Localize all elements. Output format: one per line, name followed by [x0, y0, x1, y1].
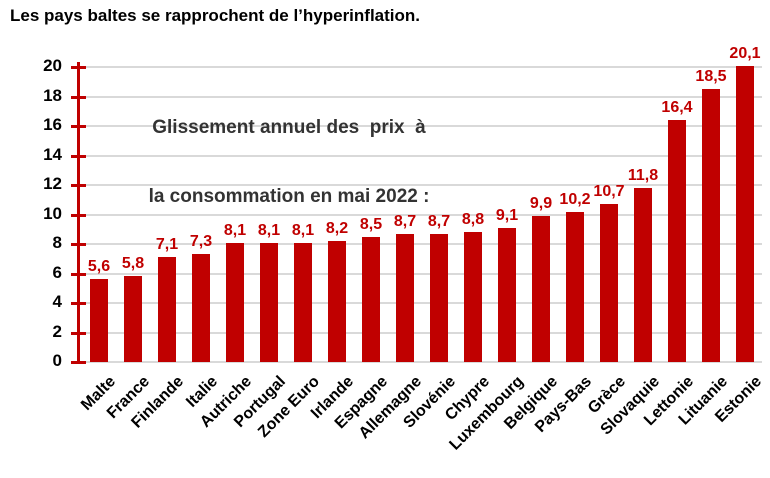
bar-value-label: 8,7 — [393, 212, 417, 230]
gridline — [80, 95, 762, 98]
bar-value-label: 10,2 — [559, 190, 591, 208]
bar — [124, 276, 142, 362]
gridline — [80, 184, 762, 186]
gridline — [80, 361, 762, 363]
bar — [498, 227, 516, 362]
y-axis-line — [77, 62, 80, 364]
bar-value-label: 18,5 — [695, 68, 727, 86]
y-axis-tick-label: 10 — [43, 203, 62, 223]
gridline — [80, 213, 762, 216]
bar — [396, 233, 414, 362]
bar — [294, 242, 312, 362]
bar — [464, 232, 482, 362]
bar-value-label: 8,5 — [359, 215, 383, 233]
bar — [566, 211, 584, 362]
chart-annotation: Glissement annuel des prix à la consomma… — [126, 70, 452, 254]
bar — [668, 120, 686, 362]
bar-value-label: 5,6 — [87, 258, 111, 276]
gridline — [80, 66, 762, 68]
y-axis-tick-label: 0 — [52, 351, 62, 370]
y-axis-tick-label: 20 — [43, 56, 62, 75]
bar — [226, 242, 244, 362]
bar — [736, 65, 754, 362]
gridline — [80, 243, 762, 245]
bar-value-label: 8,1 — [257, 221, 281, 239]
bar-value-label: 5,8 — [121, 255, 145, 273]
bar-value-label: 9,1 — [495, 206, 519, 224]
bar — [362, 236, 380, 362]
bar-value-label: 8,7 — [427, 212, 451, 230]
bar — [634, 187, 652, 362]
y-axis-tick-label: 2 — [52, 321, 62, 341]
page-title: Les pays baltes se rapprochent de l’hype… — [10, 6, 421, 25]
bar-value-label: 7,3 — [189, 233, 213, 251]
bar — [532, 215, 550, 362]
bar-value-label: 8,2 — [325, 220, 349, 238]
bar — [702, 89, 720, 362]
bar-value-label: 8,8 — [461, 211, 485, 229]
y-axis-tick-label: 18 — [43, 85, 62, 105]
bar-value-label: 8,1 — [223, 221, 247, 239]
y-axis-tick-label: 12 — [43, 174, 62, 193]
bar — [600, 204, 618, 362]
bar-value-label: 9,9 — [529, 194, 553, 212]
bar — [328, 241, 346, 362]
bar — [158, 257, 176, 362]
gridline — [80, 154, 762, 157]
y-axis-tick-label: 6 — [52, 262, 62, 282]
bar-value-label: 11,8 — [627, 166, 659, 184]
bar-value-label: 7,1 — [155, 236, 179, 254]
bar — [430, 233, 448, 362]
bar-value-label: 20,1 — [729, 44, 761, 62]
gridline — [80, 125, 762, 127]
y-axis-tick-label: 16 — [43, 115, 62, 134]
bar-value-label: 10,7 — [593, 183, 625, 201]
y-axis-tick-label: 14 — [43, 144, 62, 164]
gridline — [80, 331, 762, 334]
chart-annotation-line1: Glissement annuel des prix à — [152, 117, 426, 138]
gridline — [80, 272, 762, 275]
bar — [90, 279, 108, 362]
bar — [260, 242, 278, 362]
y-axis-tick-label: 8 — [52, 233, 62, 252]
bar-value-label: 8,1 — [291, 221, 315, 239]
bar — [192, 254, 210, 362]
chart-annotation-line2: la consommation en mai 2022 : — [148, 186, 430, 207]
gridline — [80, 302, 762, 304]
y-axis-tick-label: 4 — [52, 292, 62, 311]
bar-value-label: 16,4 — [661, 99, 693, 117]
